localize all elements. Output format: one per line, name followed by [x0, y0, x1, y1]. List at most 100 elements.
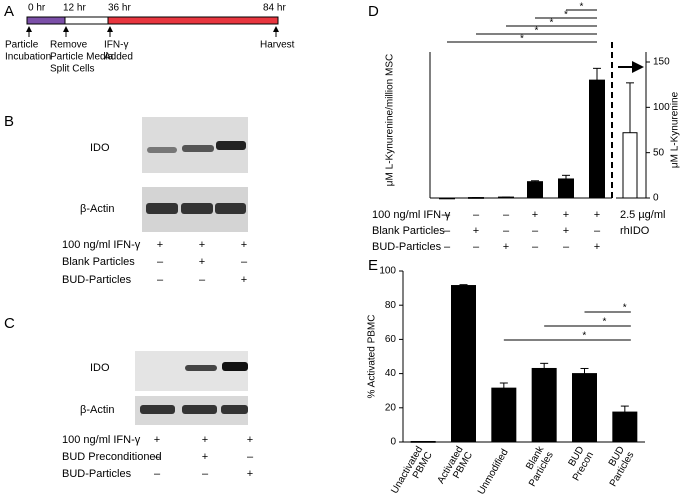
condition-mark: + [157, 239, 163, 251]
condition-mark: + [199, 256, 205, 268]
condition-mark: – [563, 241, 570, 253]
band [185, 365, 217, 371]
condition-label: Blank Particles [62, 256, 135, 268]
bar [531, 367, 557, 443]
significance-label: * [623, 303, 627, 314]
event-label: IFN-γ [104, 40, 128, 51]
condition-mark: rhIDO [620, 225, 650, 237]
y-tick-label: 20 [385, 402, 397, 413]
condition-mark: – [241, 256, 248, 268]
significance-label: * [603, 317, 607, 328]
time-label: 0 hr [28, 3, 46, 14]
condition-label: BUD-Particles [372, 241, 442, 253]
y2-tick-label: 50 [653, 147, 665, 158]
condition-label: 100 ng/ml IFN-γ [372, 209, 451, 221]
band [222, 362, 248, 371]
y-tick-label: 100 [379, 266, 396, 277]
y2-axis-label: μM L-Kynurenine [670, 91, 681, 168]
timeline-segment [64, 16, 109, 25]
time-label: 84 hr [263, 3, 286, 14]
band [215, 203, 246, 214]
condition-mark: – [157, 256, 164, 268]
condition-mark: – [532, 241, 539, 253]
condition-mark: – [247, 451, 254, 463]
condition-mark: + [247, 434, 253, 446]
timeline-segment [26, 16, 66, 25]
bar [589, 79, 605, 199]
panel-letter: E [368, 257, 378, 274]
condition-mark: – [473, 209, 480, 221]
condition-mark: – [154, 468, 161, 480]
condition-mark: – [503, 225, 510, 237]
bar [612, 411, 638, 443]
bar [451, 285, 476, 443]
condition-mark: + [202, 434, 208, 446]
panel-letter: D [368, 3, 379, 20]
blot-label: IDO [90, 362, 110, 374]
condition-mark: – [202, 468, 209, 480]
time-label: 36 hr [108, 3, 131, 14]
condition-mark: – [503, 209, 510, 221]
band [216, 141, 246, 150]
y-axis-label: % Activated PBMC [367, 315, 378, 399]
condition-mark: – [444, 241, 451, 253]
condition-mark: – [473, 241, 480, 253]
condition-mark: – [199, 274, 206, 286]
condition-mark: + [247, 468, 253, 480]
event-label: Particle Media [50, 52, 114, 63]
event-label: Harvest [260, 40, 295, 51]
condition-mark: – [594, 225, 601, 237]
significance-label: * [535, 26, 539, 37]
band [147, 147, 177, 153]
condition-mark: – [444, 225, 451, 237]
event-label: Split Cells [50, 64, 94, 75]
y2-tick-label: 150 [653, 57, 670, 68]
significance-label: * [582, 331, 586, 342]
band [221, 405, 248, 414]
band [182, 145, 214, 152]
bar [622, 132, 638, 199]
significance-label: * [520, 34, 524, 45]
band [140, 405, 175, 414]
time-label: 12 hr [63, 3, 86, 14]
condition-mark: + [594, 241, 600, 253]
event-label: Particle [5, 40, 39, 51]
bar [491, 387, 517, 443]
condition-mark: + [532, 209, 538, 221]
condition-mark: + [199, 239, 205, 251]
panel-letter: A [4, 3, 14, 20]
y-tick-label: 0 [390, 437, 396, 448]
condition-label: 100 ng/ml IFN-γ [62, 239, 141, 251]
event-label: Remove [50, 40, 88, 51]
panel-letter: B [4, 113, 14, 130]
bar [558, 178, 574, 199]
x-tick-label: Unmodified [476, 447, 511, 496]
condition-mark: + [241, 274, 247, 286]
y-tick-label: 80 [385, 300, 397, 311]
condition-mark: 2.5 µg/ml [620, 209, 665, 221]
band [146, 203, 178, 214]
condition-mark: + [202, 451, 208, 463]
condition-label: BUD-Particles [62, 468, 132, 480]
condition-label: 100 ng/ml IFN-γ [62, 434, 141, 446]
blot-label: β-Actin [80, 404, 114, 416]
timeline-segment [107, 16, 279, 25]
blot-label: β-Actin [80, 203, 114, 215]
condition-mark: + [154, 434, 160, 446]
y-axis-label: μM L-Kynurenine/million MSC [385, 54, 396, 186]
condition-mark: – [157, 274, 164, 286]
significance-label: * [564, 10, 568, 21]
panel-letter: C [4, 315, 15, 332]
condition-mark: – [532, 225, 539, 237]
condition-mark: + [473, 225, 479, 237]
y-tick-label: 60 [385, 334, 397, 345]
y-tick-label: 40 [385, 368, 397, 379]
condition-mark: + [241, 239, 247, 251]
condition-mark: + [594, 209, 600, 221]
condition-mark: + [503, 241, 509, 253]
condition-mark: – [444, 209, 451, 221]
condition-mark: + [563, 209, 569, 221]
band [182, 405, 217, 414]
